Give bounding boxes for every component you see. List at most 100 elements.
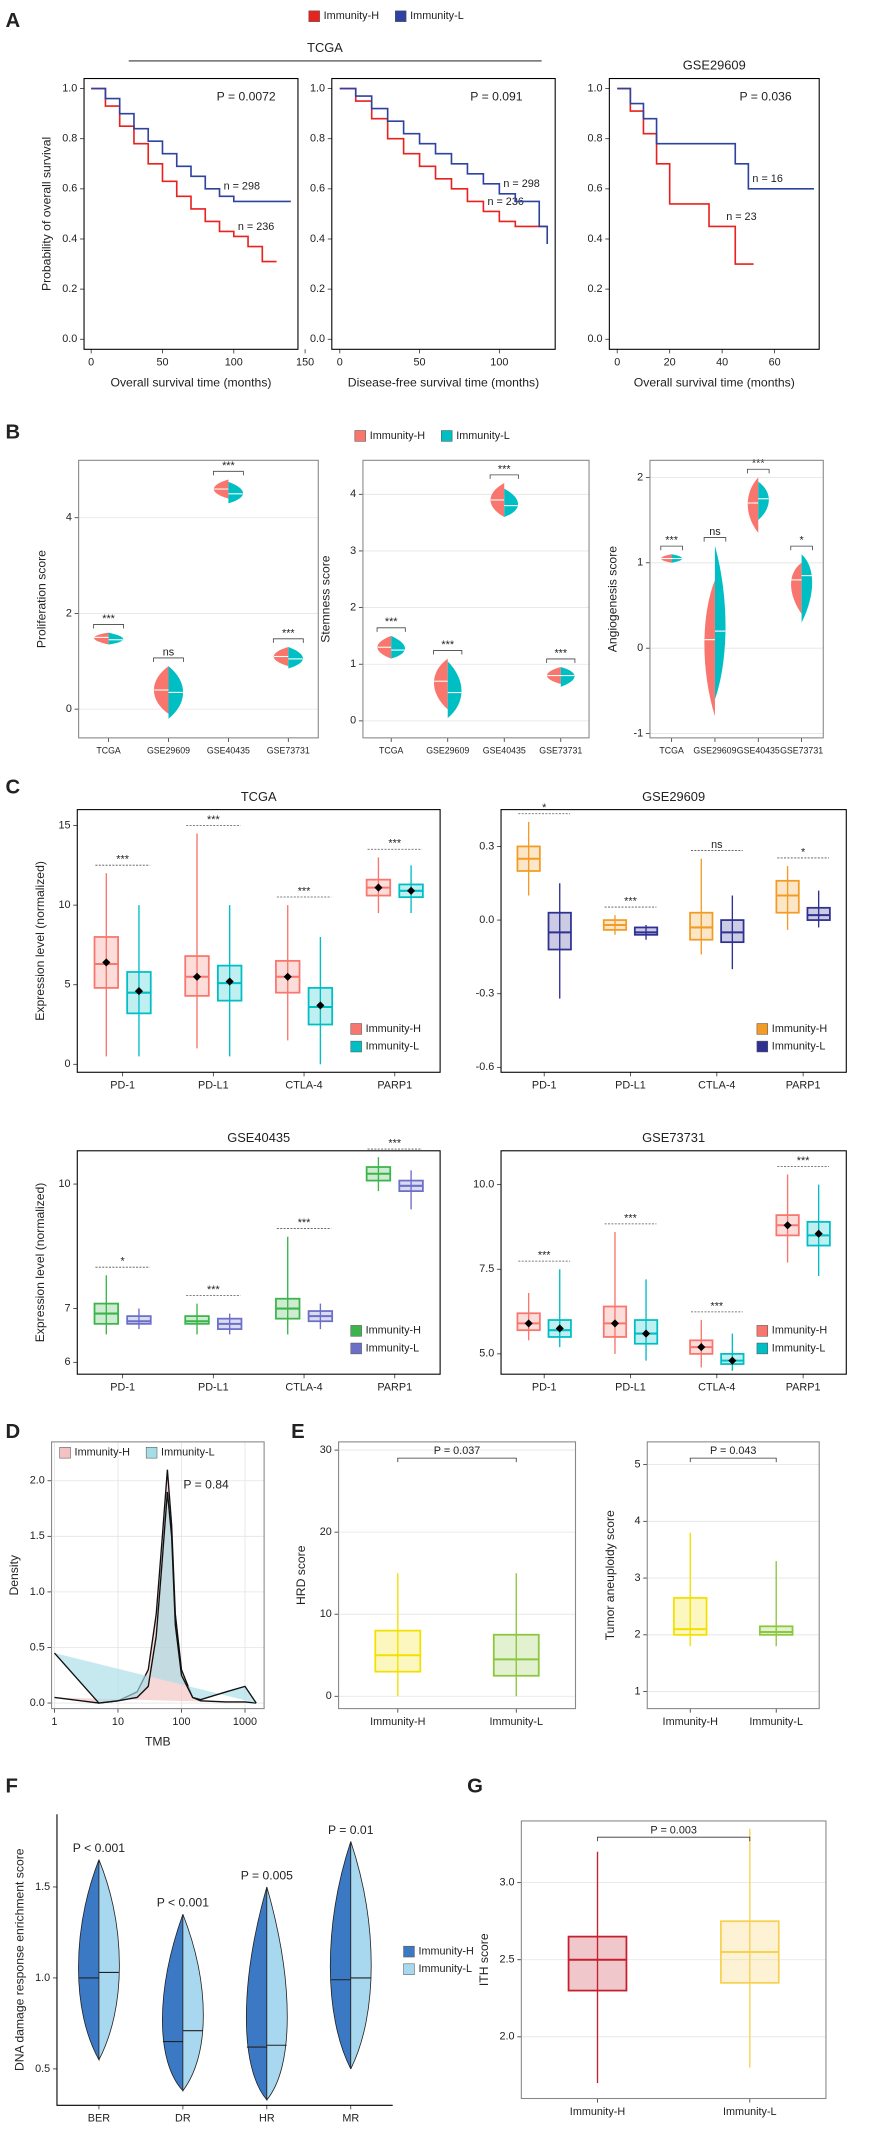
x-tick-label: 0 bbox=[614, 357, 620, 369]
x-axis-label: TMB bbox=[145, 1735, 171, 1749]
box bbox=[184, 1315, 210, 1325]
x-tick-label: GSE40435 bbox=[737, 746, 780, 756]
y-tick-label: 1 bbox=[634, 1685, 640, 1697]
y-tick-label: 0.6 bbox=[310, 183, 325, 195]
significance-bracket bbox=[93, 624, 124, 629]
legend-swatch bbox=[756, 1040, 769, 1053]
plot-border bbox=[646, 1441, 820, 1710]
legend-swatch bbox=[145, 1447, 158, 1459]
significance-label: ns bbox=[163, 646, 175, 658]
legend-label: Immunity-L bbox=[366, 1342, 420, 1354]
p-value: P = 0.0072 bbox=[217, 90, 276, 104]
legend-label: Immunity-L bbox=[161, 1447, 215, 1459]
y-tick-label: -1 bbox=[634, 727, 644, 739]
y-tick-label: 30 bbox=[320, 1444, 332, 1456]
chart-title: GSE73731 bbox=[642, 1130, 705, 1145]
y-tick-label: 1.0 bbox=[62, 82, 77, 94]
p-value: P = 0.84 bbox=[183, 1477, 229, 1491]
mean-marker bbox=[814, 1229, 823, 1238]
legend-swatch bbox=[441, 430, 453, 442]
significance-label: *** bbox=[282, 627, 295, 639]
significance-label: * bbox=[799, 535, 804, 547]
violin-half bbox=[447, 661, 462, 719]
y-axis-label: Angiogenesis score bbox=[606, 546, 620, 652]
p-value: P = 0.01 bbox=[328, 1823, 374, 1837]
y-tick-label: 0.0 bbox=[30, 1697, 45, 1709]
mean-marker bbox=[225, 977, 234, 986]
x-tick-label: Immunity-H bbox=[370, 1716, 425, 1728]
x-tick-label: GSE40435 bbox=[207, 746, 250, 756]
plot-border bbox=[331, 77, 556, 350]
panel-label: G bbox=[467, 1775, 483, 1797]
y-tick-label: 0.2 bbox=[588, 283, 603, 295]
y-axis-label: ITH score bbox=[477, 1933, 491, 1986]
y-tick-label: 5 bbox=[64, 979, 70, 991]
legend-swatch bbox=[350, 1023, 362, 1035]
x-tick-label: PD-L1 bbox=[615, 1382, 646, 1394]
x-tick-label: CTLA-4 bbox=[698, 1382, 735, 1394]
density-curve bbox=[53, 1491, 257, 1704]
x-tick-label: 10 bbox=[112, 1716, 124, 1728]
y-tick-label: 0 bbox=[66, 703, 72, 715]
y-axis-label: Expression level (normalized) bbox=[33, 861, 47, 1021]
survival-curve bbox=[91, 87, 291, 203]
survival-curve bbox=[617, 87, 754, 265]
y-tick-label: 0 bbox=[326, 1690, 332, 1702]
x-tick-label: BER bbox=[88, 2113, 110, 2125]
significance-label: * bbox=[542, 802, 547, 814]
y-tick-label: 1 bbox=[637, 557, 643, 569]
x-axis-label: Overall survival time (months) bbox=[111, 375, 272, 389]
plot-border bbox=[500, 1150, 847, 1375]
mean-marker bbox=[728, 1356, 737, 1365]
survival-curve bbox=[339, 87, 548, 228]
significance-bracket bbox=[272, 638, 304, 643]
significance-label: ns bbox=[711, 839, 723, 851]
x-tick-label: PARP1 bbox=[377, 1080, 412, 1092]
legend-swatch bbox=[59, 1447, 71, 1459]
legend-label: Immunity-H bbox=[772, 1325, 827, 1337]
box bbox=[775, 879, 800, 914]
legend-swatch bbox=[403, 1963, 415, 1975]
box bbox=[547, 911, 572, 951]
y-tick-label: 0.5 bbox=[35, 2063, 50, 2075]
y-tick-label: 4 bbox=[634, 1515, 640, 1527]
legend-swatch bbox=[354, 430, 366, 442]
x-tick-label: TCGA bbox=[96, 746, 121, 756]
significance-label: *** bbox=[388, 838, 401, 850]
y-tick-label: 5.0 bbox=[479, 1348, 494, 1360]
significance-label: * bbox=[121, 1256, 126, 1268]
panel-label: B bbox=[6, 422, 21, 444]
y-tick-label: 2.0 bbox=[500, 2031, 515, 2043]
legend-swatch bbox=[403, 1945, 415, 1958]
x-tick-label: 20 bbox=[664, 357, 676, 369]
violin-half bbox=[791, 562, 802, 615]
x-tick-label: DR bbox=[175, 2113, 191, 2125]
y-tick-label: 0.4 bbox=[588, 233, 603, 245]
significance-label: *** bbox=[441, 639, 454, 651]
plot-border bbox=[78, 459, 319, 739]
plot-border bbox=[500, 809, 847, 1073]
x-tick-label: 1000 bbox=[233, 1716, 257, 1728]
significance-label: *** bbox=[624, 1212, 637, 1224]
plot-background bbox=[647, 1441, 820, 1709]
significance-bracket bbox=[703, 537, 727, 542]
x-tick-label: Immunity-L bbox=[723, 2106, 777, 2118]
x-tick-label: PARP1 bbox=[377, 1382, 412, 1394]
significance-bracket bbox=[790, 545, 813, 551]
y-tick-label: -0.6 bbox=[476, 1061, 495, 1073]
x-tick-label: CTLA-4 bbox=[285, 1382, 322, 1394]
significance-bracket bbox=[660, 545, 683, 551]
group-title: TCGA bbox=[307, 40, 343, 55]
panel-label: F bbox=[6, 1775, 18, 1797]
chart-title: GSE40435 bbox=[227, 1130, 290, 1145]
chart-title: TCGA bbox=[241, 789, 277, 804]
mean-marker bbox=[407, 886, 416, 895]
significance-label: *** bbox=[624, 895, 637, 907]
x-tick-label: GSE73731 bbox=[539, 746, 582, 756]
significance-bracket bbox=[747, 468, 770, 474]
x-tick-label: 0 bbox=[88, 357, 94, 369]
violin-half bbox=[162, 1914, 184, 2092]
mean-marker bbox=[316, 1001, 325, 1010]
box bbox=[567, 1935, 628, 1992]
legend-label: Immunity-L bbox=[410, 10, 464, 22]
